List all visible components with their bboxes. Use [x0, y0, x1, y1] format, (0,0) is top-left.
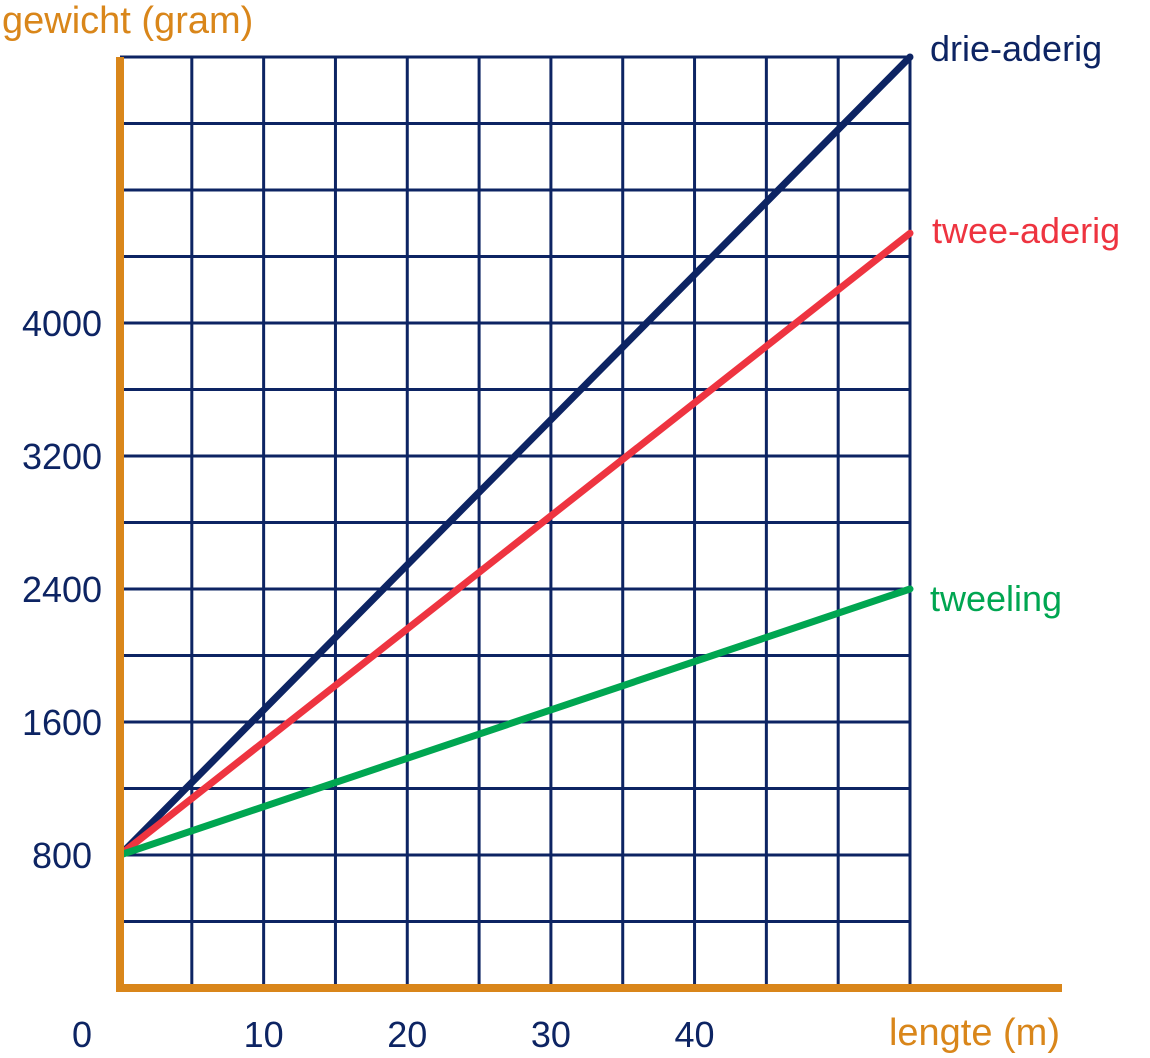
- x-tick-label: 20: [387, 1014, 427, 1055]
- series-line-twee-aderig: [116, 229, 914, 859]
- y-tick-label: 3200: [22, 436, 102, 477]
- series-lines: [116, 53, 914, 859]
- grid: [120, 55, 912, 988]
- y-axis-title: gewicht (gram): [2, 0, 253, 42]
- axes: [116, 57, 1062, 992]
- series-line-drie-aderig: [116, 53, 914, 859]
- series-labels: drie-aderig twee-aderig tweeling: [930, 28, 1120, 619]
- x-tick-label: 40: [675, 1014, 715, 1055]
- y-tick-label: 800: [32, 835, 92, 876]
- series-label-tweeling: tweeling: [930, 578, 1062, 619]
- y-tick-label: 4000: [22, 303, 102, 344]
- x-axis-title: lengte (m): [889, 1012, 1060, 1054]
- x-tick-label: 0: [72, 1014, 92, 1055]
- y-tick-label: 2400: [22, 569, 102, 610]
- series-line-tweeling: [116, 585, 914, 859]
- y-tick-label: 1600: [22, 702, 102, 743]
- tick-labels: 800 1600 2400 3200 4000 0 10 20 30 40: [22, 303, 715, 1055]
- series-label-drie-aderig: drie-aderig: [930, 28, 1102, 69]
- x-tick-label: 30: [531, 1014, 571, 1055]
- x-tick-label: 10: [244, 1014, 284, 1055]
- series-label-twee-aderig: twee-aderig: [932, 210, 1120, 251]
